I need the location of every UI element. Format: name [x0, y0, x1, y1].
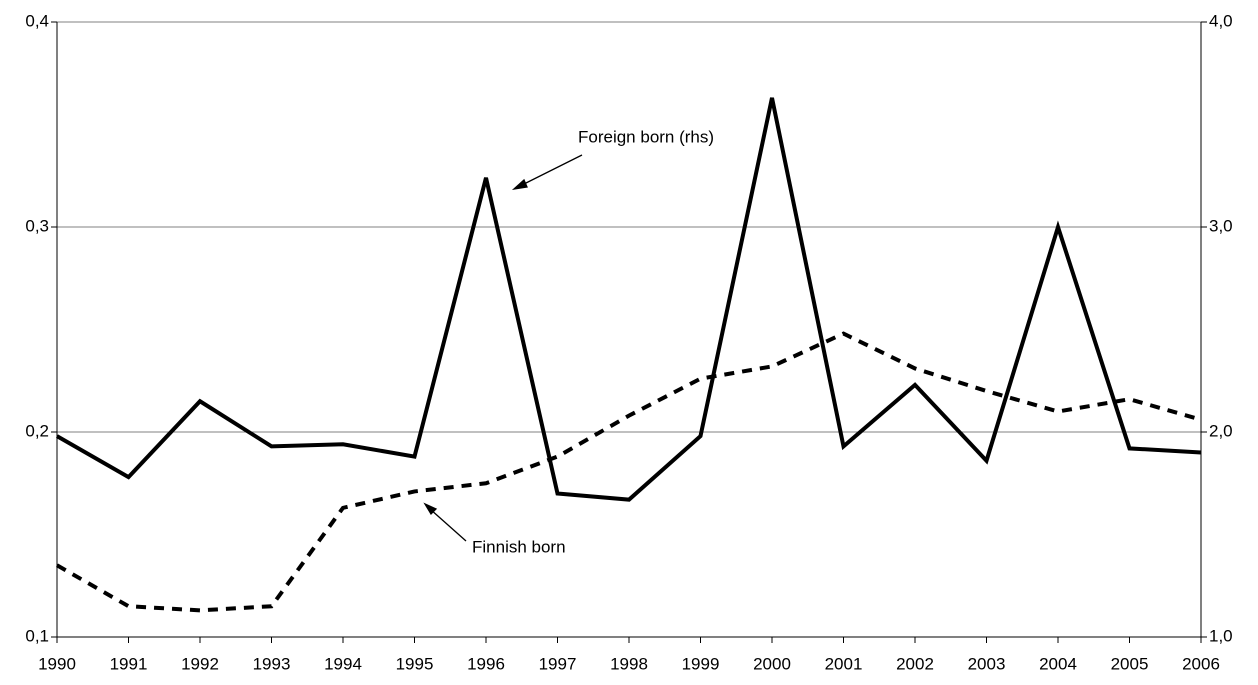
arrow-head [423, 502, 438, 516]
x-tick-label: 1997 [539, 654, 577, 673]
series-line [56, 97, 1202, 502]
x-tick-label: 2005 [1111, 654, 1149, 673]
y-tick-label: 0,3 [25, 216, 49, 235]
y2-tick-label: 3,0 [1209, 216, 1233, 235]
x-tick-label: 2004 [1039, 654, 1077, 673]
x-tick-label: 1992 [181, 654, 219, 673]
y2-tick-label: 4,0 [1209, 11, 1233, 30]
x-tick-label: 2002 [896, 654, 934, 673]
arrow [429, 508, 467, 542]
x-tick-label: 1996 [467, 654, 505, 673]
arrow [519, 154, 583, 187]
x-tick-label: 1994 [324, 654, 362, 673]
y-tick-label: 0,2 [25, 421, 49, 440]
y2-tick-label: 2,0 [1209, 421, 1233, 440]
x-tick-label: 2001 [825, 654, 863, 673]
y2-tick-label: 1,0 [1209, 626, 1233, 645]
x-tick-label: 2000 [753, 654, 791, 673]
y-tick-label: 0,1 [25, 626, 49, 645]
x-tick-label: 1990 [38, 654, 76, 673]
annotation-arrows [423, 154, 583, 542]
x-tick-label: 2006 [1182, 654, 1220, 673]
x-tick-label: 1995 [396, 654, 434, 673]
annotation: Finnish born [472, 537, 566, 556]
y-tick-label: 0,4 [25, 11, 49, 30]
x-tick-label: 1998 [610, 654, 648, 673]
arrow-head [511, 178, 528, 190]
x-tick-label: 1991 [110, 654, 148, 673]
x-tick-label: 1993 [253, 654, 291, 673]
x-tick-label: 1999 [682, 654, 720, 673]
series-line [56, 331, 1202, 613]
annotation: Foreign born (rhs) [578, 127, 714, 146]
x-tick-label: 2003 [968, 654, 1006, 673]
